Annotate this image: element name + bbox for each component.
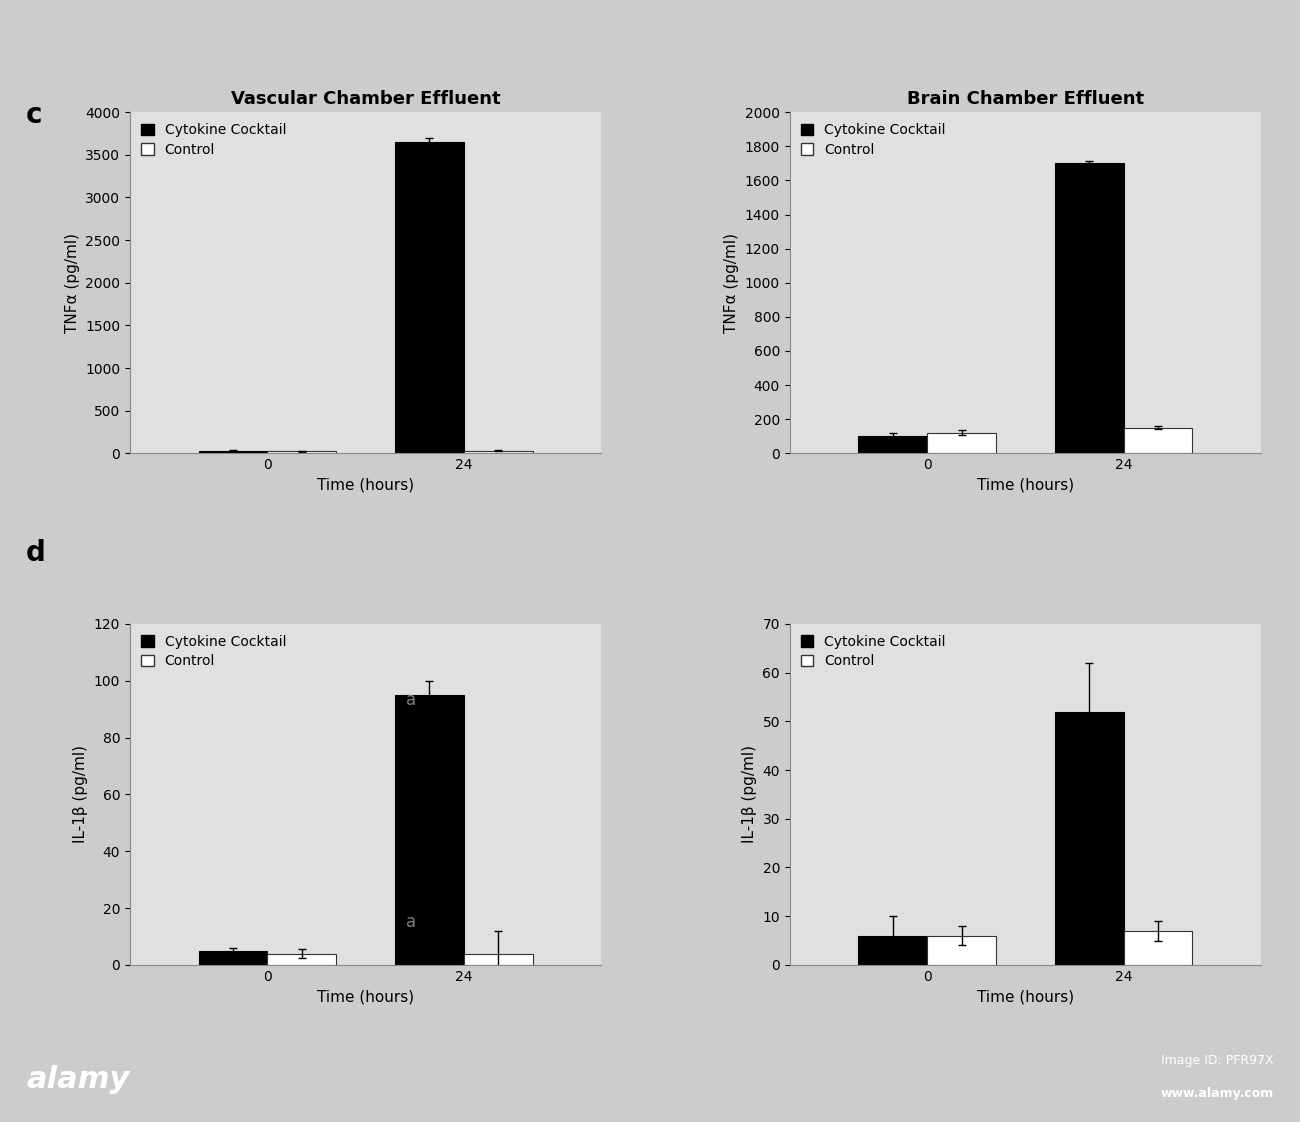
X-axis label: Time (hours): Time (hours) [317, 478, 415, 493]
Text: c: c [26, 101, 43, 129]
Bar [268, 451, 337, 453]
X-axis label: Time (hours): Time (hours) [976, 478, 1074, 493]
Legend: Cytokine Cocktail, Control: Cytokine Cocktail, Control [136, 631, 290, 673]
Bar [927, 936, 996, 965]
Bar [464, 954, 533, 965]
Bar [1123, 931, 1192, 965]
Y-axis label: IL-1β (pg/ml): IL-1β (pg/ml) [742, 745, 757, 844]
Text: Image ID: PFR97X: Image ID: PFR97X [1161, 1054, 1274, 1067]
Y-axis label: TNFα (pg/ml): TNFα (pg/ml) [65, 232, 79, 333]
Bar [199, 950, 268, 965]
Text: a: a [406, 913, 416, 931]
Bar [858, 936, 927, 965]
Title: Brain Chamber Effluent: Brain Chamber Effluent [907, 90, 1144, 108]
Text: www.alamy.com: www.alamy.com [1161, 1087, 1274, 1100]
Bar [395, 142, 464, 453]
Legend: Cytokine Cocktail, Control: Cytokine Cocktail, Control [797, 631, 950, 673]
Text: a: a [406, 691, 416, 709]
Bar [1123, 427, 1192, 453]
Bar [858, 436, 927, 453]
Bar [1054, 164, 1123, 453]
Text: alamy: alamy [26, 1065, 130, 1094]
Y-axis label: IL-1β (pg/ml): IL-1β (pg/ml) [73, 745, 88, 844]
X-axis label: Time (hours): Time (hours) [976, 990, 1074, 1004]
Bar [395, 695, 464, 965]
Title: Vascular Chamber Effluent: Vascular Chamber Effluent [231, 90, 500, 108]
Text: d: d [26, 539, 46, 567]
Y-axis label: TNFα (pg/ml): TNFα (pg/ml) [724, 232, 740, 333]
Bar [1054, 711, 1123, 965]
Legend: Cytokine Cocktail, Control: Cytokine Cocktail, Control [136, 119, 290, 162]
Bar [268, 954, 337, 965]
Bar [199, 451, 268, 453]
Legend: Cytokine Cocktail, Control: Cytokine Cocktail, Control [797, 119, 950, 162]
X-axis label: Time (hours): Time (hours) [317, 990, 415, 1004]
Bar [927, 433, 996, 453]
Bar [464, 451, 533, 453]
